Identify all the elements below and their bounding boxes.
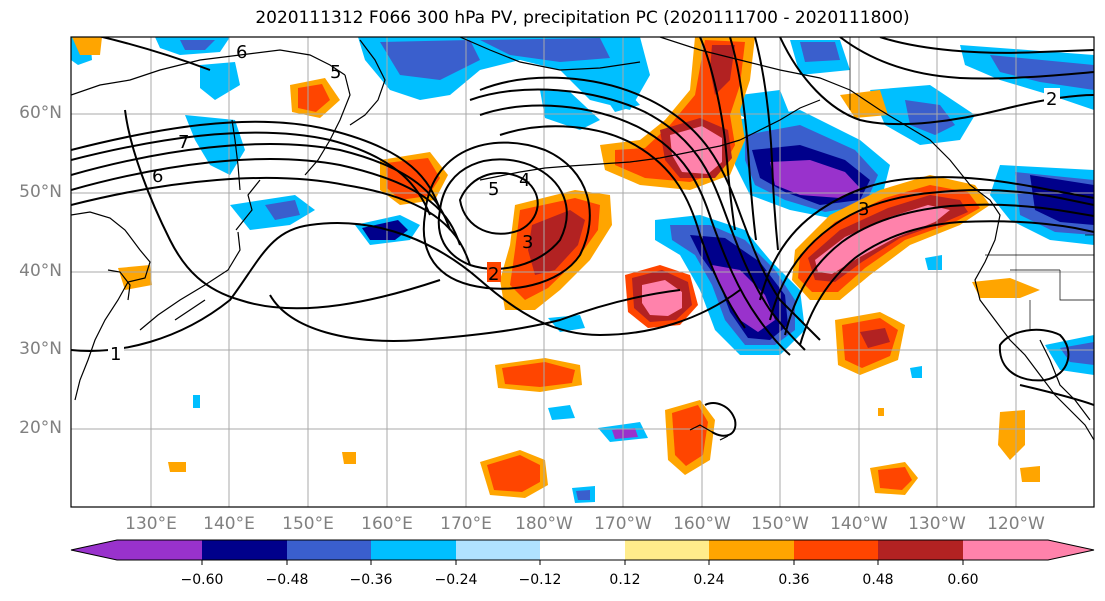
pv-contour-labels: 1 2 2 3 3 4 5 5 6 6 7 [108, 42, 1060, 365]
pv-label-6: 6 [236, 42, 247, 63]
colorbar-lower-extend [71, 540, 117, 560]
coastlines [71, 37, 1094, 441]
colorbar-bin-6 [540, 540, 625, 560]
colorbar-bin-7 [625, 540, 709, 560]
colorbar-upper-extend [1048, 540, 1094, 560]
colorbar-bin-3 [287, 540, 371, 560]
colorbar-bin-8 [709, 540, 794, 560]
colorbar-tick-5: −0.12 [518, 572, 562, 588]
lat-label-20n: 20°N [19, 418, 62, 438]
colorbar-tick-9: 0.48 [862, 572, 894, 588]
lon-label-140w: 140°W [830, 514, 888, 534]
lat-lon-grid [71, 37, 1094, 507]
pv-label-5b: 5 [488, 179, 499, 200]
lat-label-50n: 50°N [19, 182, 62, 202]
colorbar-bin-2 [202, 540, 287, 560]
pv-label-2b: 2 [1046, 89, 1057, 110]
map-plot-area [71, 37, 1094, 507]
lon-label-170w: 170°W [594, 514, 652, 534]
lon-label-130w: 130°W [908, 514, 966, 534]
lon-label-170e: 170°E [440, 514, 492, 534]
colorbar-tick-8: 0.36 [778, 572, 810, 588]
colorbar-tick-7: 0.24 [693, 572, 725, 588]
pv-label-3: 3 [522, 232, 533, 253]
colorbar [70, 539, 1095, 565]
colorbar-bin-9 [794, 540, 878, 560]
lon-label-160e: 160°E [361, 514, 413, 534]
lat-label-40n: 40°N [19, 261, 62, 281]
lon-label-140e: 140°E [203, 514, 255, 534]
colorbar-tick-1: −0.60 [180, 572, 224, 588]
lat-label-30n: 30°N [19, 339, 62, 359]
colorbar-tick-4: −0.24 [434, 572, 478, 588]
colorbar-tick-2: −0.48 [265, 572, 309, 588]
pv-label-4: 4 [519, 170, 530, 191]
lon-label-120w: 120°W [987, 514, 1045, 534]
lon-label-180w: 180°W [515, 514, 573, 534]
colorbar-tick-6: 0.12 [609, 572, 641, 588]
pv-contours [71, 37, 1094, 437]
colorbar-tick-10: 0.60 [947, 572, 979, 588]
lat-label-60n: 60°N [19, 103, 62, 123]
colorbar-bin-11 [963, 540, 1048, 560]
lon-label-150w: 150°W [751, 514, 809, 534]
lon-label-130e: 130°E [125, 514, 177, 534]
pv-label-6b: 6 [152, 166, 163, 187]
colorbar-bin-10 [878, 540, 963, 560]
map-frame [70, 36, 1095, 508]
pv-label-5: 5 [330, 62, 341, 83]
pv-label-7: 7 [178, 132, 189, 153]
colorbar-bin-5 [456, 540, 540, 560]
lon-label-160w: 160°W [673, 514, 731, 534]
colorbar-bin-4 [371, 540, 456, 560]
colorbar-bin-1 [117, 540, 202, 560]
map-title: 2020111312 F066 300 hPa PV, precipitatio… [255, 8, 910, 28]
colorbar-tick-3: −0.36 [349, 572, 393, 588]
pv-label-3b: 3 [858, 199, 869, 220]
pv-label-2: 2 [488, 264, 499, 285]
pv-label-1: 1 [110, 344, 121, 365]
political-boundaries [849, 37, 1094, 330]
lon-label-150e: 150°E [282, 514, 334, 534]
